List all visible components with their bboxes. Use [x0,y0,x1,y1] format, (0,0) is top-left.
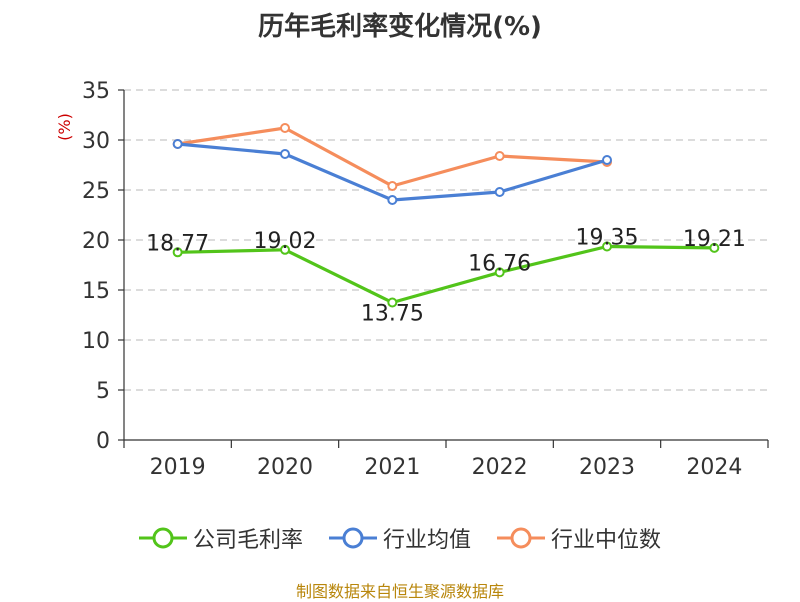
chart-title: 历年毛利率变化情况(%) [258,12,542,42]
data-point [494,187,505,197]
data-point [387,195,398,205]
data-label: 16.76 [468,251,531,276]
x-tick-label: 2020 [257,455,313,480]
y-tick-label: 20 [82,229,110,254]
x-tick-label: 2023 [579,455,635,480]
data-point [494,267,505,278]
data-label: 13.75 [361,302,424,327]
legend-marker-industry-mean [328,527,377,549]
legend: 公司毛利率 行业均值 行业中位数 [0,522,800,554]
data-point [387,181,398,191]
data-label: 19.21 [683,227,746,252]
data-label: 19.35 [576,226,639,251]
x-tick-label: 2024 [686,455,742,480]
data-point [172,139,183,149]
x-tick-label: 2022 [472,455,528,480]
data-point [494,151,505,161]
y-axis-label: (%) [55,113,74,141]
data-point [602,241,612,252]
data-point [172,247,183,258]
data-label: 18.77 [146,231,209,256]
legend-marker-company [138,527,187,549]
series-line [177,142,608,202]
legend-item-industry-median[interactable]: 行业中位数 [497,522,661,554]
y-tick-label: 10 [82,329,110,354]
y-tick-label: 30 [82,129,110,154]
legend-item-industry-mean[interactable]: 行业均值 [328,522,471,554]
x-tick-label: 2019 [150,455,206,480]
data-point [709,242,720,253]
data-source-note: 制图数据来自恒生聚源数据库 [295,582,504,601]
y-tick-label: 15 [82,279,110,304]
data-point [280,244,290,255]
series-line [177,244,715,305]
data-label: 19.02 [254,229,317,254]
series-line [177,126,608,188]
y-tick-label: 5 [96,379,110,404]
data-point [602,155,612,165]
legend-item-company[interactable]: 公司毛利率 [138,522,303,554]
legend-label-industry-mean: 行业均值 [382,528,471,553]
legend-marker-industry-median [497,527,545,549]
data-point [387,297,398,308]
y-tick-label: 25 [82,179,110,204]
y-tick-label: 0 [96,429,110,454]
legend-label-industry-median: 行业中位数 [551,528,662,553]
data-point [280,123,290,133]
y-tick-label: 35 [82,79,110,104]
x-tick-label: 2021 [364,455,420,480]
data-point [280,149,290,159]
legend-label-company: 公司毛利率 [192,528,303,553]
